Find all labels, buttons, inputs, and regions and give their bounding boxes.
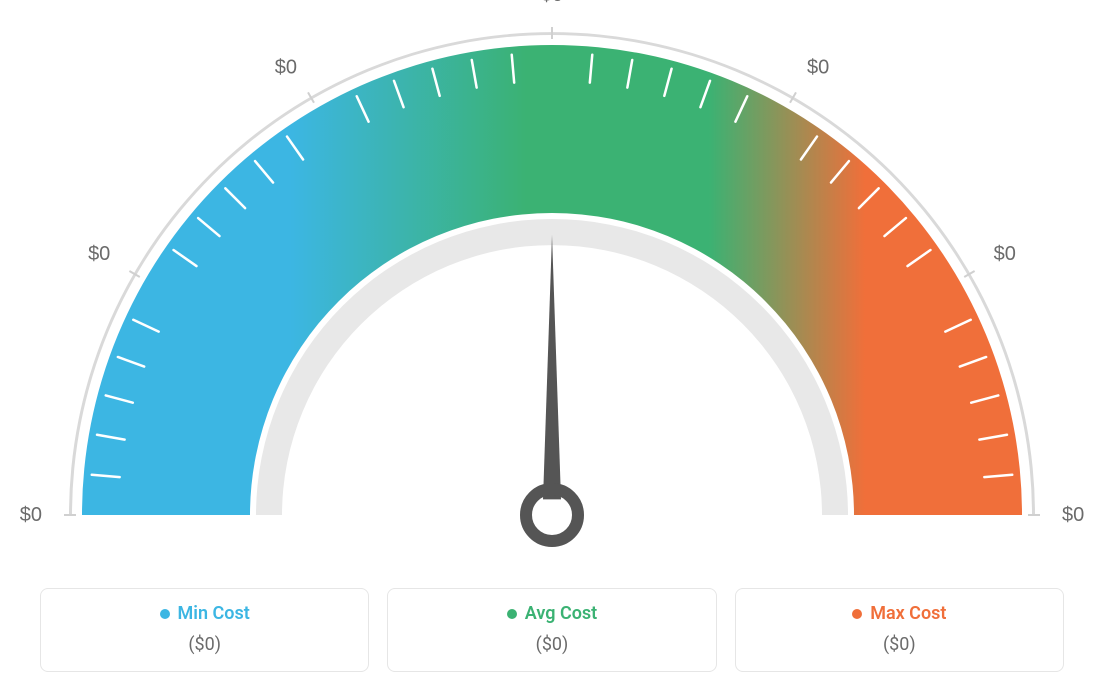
svg-text:$0: $0 (275, 56, 297, 78)
svg-text:$0: $0 (541, 0, 563, 6)
dot-icon (507, 609, 517, 619)
svg-text:$0: $0 (88, 243, 110, 265)
svg-text:$0: $0 (1062, 504, 1084, 526)
legend-value-max: ($0) (746, 634, 1053, 655)
cost-gauge-widget: $0 $0 $0 $0 $0 $0 $0 Min Cost ($0) Avg Cost ($… (0, 0, 1104, 690)
legend-card-max: Max Cost ($0) (735, 588, 1064, 672)
legend-title-avg: Avg Cost (507, 603, 597, 624)
legend-title-min: Min Cost (160, 603, 250, 624)
legend-card-avg: Avg Cost ($0) (387, 588, 716, 672)
legend-value-min: ($0) (51, 634, 358, 655)
legend-title-max: Max Cost (852, 603, 946, 624)
svg-text:$0: $0 (20, 504, 42, 526)
legend-label-min: Min Cost (178, 603, 250, 624)
dot-icon (852, 609, 862, 619)
legend-row: Min Cost ($0) Avg Cost ($0) Max Cost ($0… (40, 588, 1064, 672)
legend-value-avg: ($0) (398, 634, 705, 655)
dot-icon (160, 609, 170, 619)
svg-text:$0: $0 (807, 56, 829, 78)
legend-card-min: Min Cost ($0) (40, 588, 369, 672)
gauge-chart: $0 $0 $0 $0 $0 $0 $0 (0, 0, 1104, 570)
legend-label-avg: Avg Cost (525, 603, 597, 624)
legend-label-max: Max Cost (870, 603, 946, 624)
svg-text:$0: $0 (994, 243, 1016, 265)
